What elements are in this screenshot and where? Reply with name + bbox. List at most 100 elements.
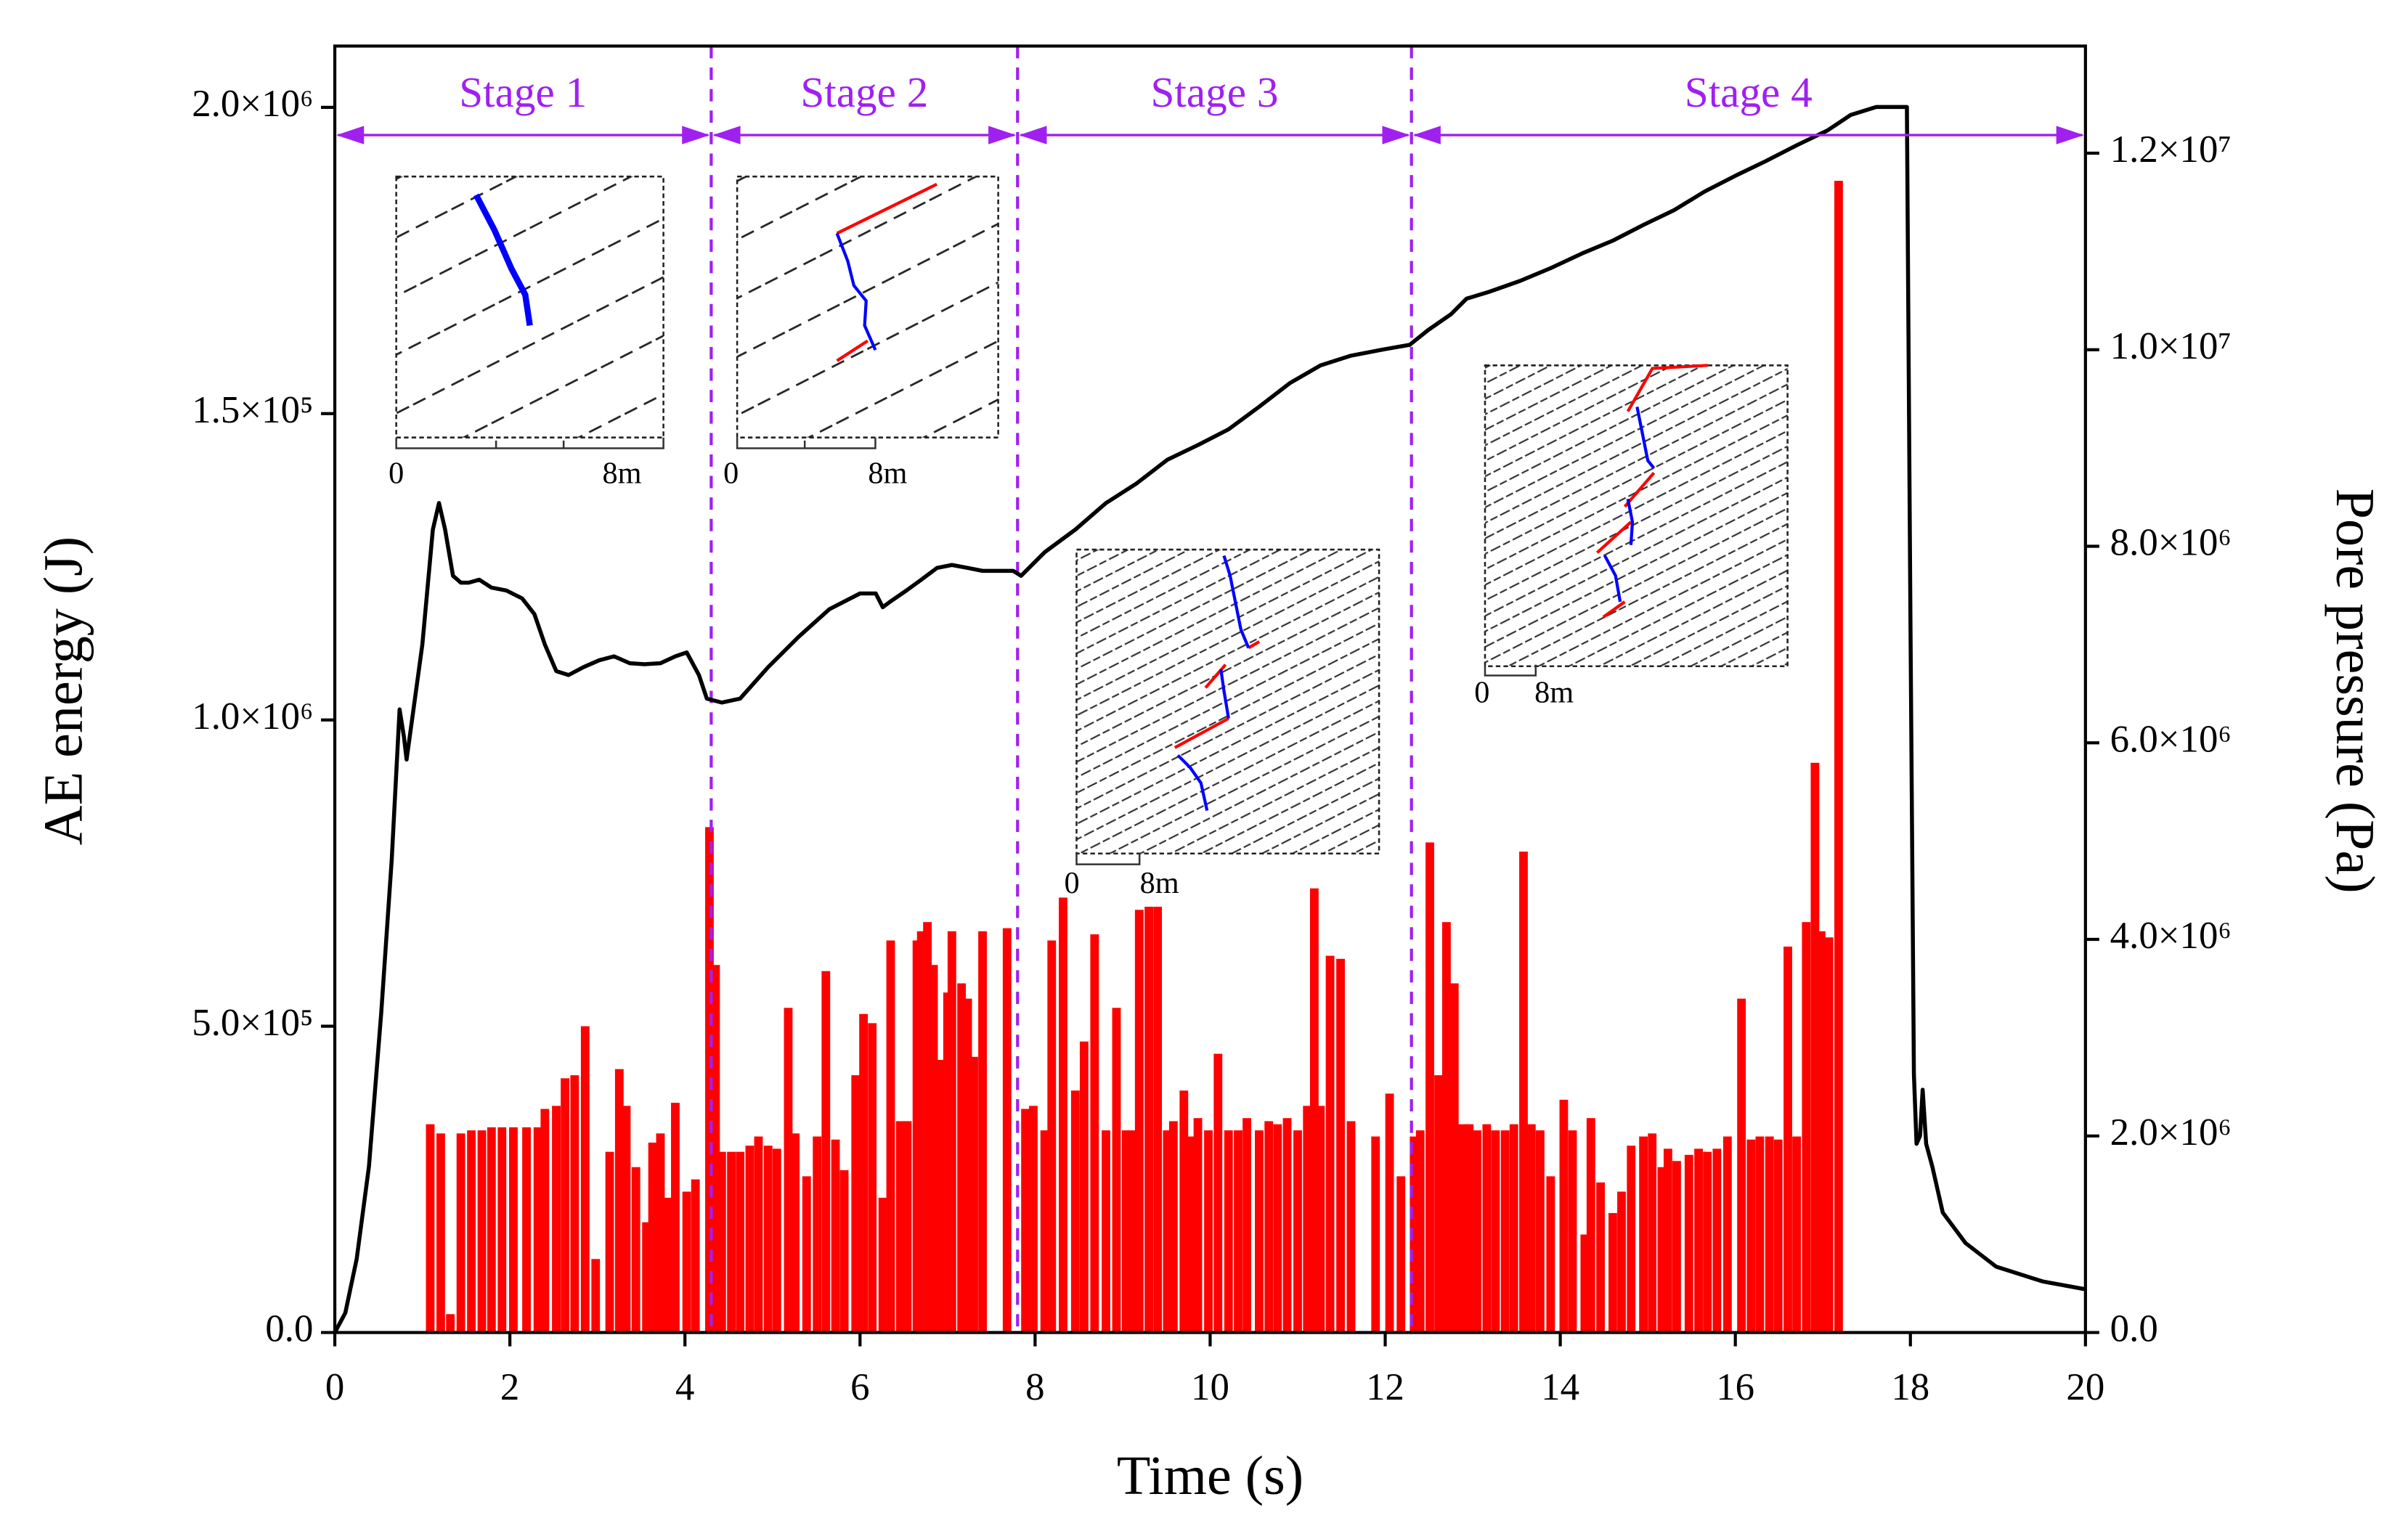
- y-tick-label: 2.0×10⁶: [192, 83, 313, 125]
- line: [333, 105, 2086, 1334]
- bar: [1627, 1146, 1636, 1333]
- bar: [912, 940, 922, 1333]
- bar: [477, 1130, 487, 1333]
- bar: [605, 1151, 614, 1333]
- y-tick-label: 0.0: [265, 1308, 313, 1350]
- bar: [705, 827, 714, 1333]
- scale-bar: [395, 437, 664, 449]
- bar: [1457, 1124, 1467, 1333]
- bar: [1473, 1130, 1482, 1333]
- bar: [1639, 1136, 1648, 1333]
- crack-red: [1204, 664, 1227, 689]
- bar: [1385, 1093, 1394, 1333]
- inset-hatch: [736, 175, 999, 438]
- bar: [1810, 762, 1820, 1333]
- bar: [947, 931, 956, 1333]
- bar: [1773, 1139, 1783, 1333]
- bar: [1346, 1121, 1356, 1333]
- crack-blue: [1626, 498, 1635, 545]
- x-tick-label: 12: [1366, 1366, 1404, 1408]
- bar: [446, 1314, 455, 1333]
- crack-blue: [1603, 555, 1622, 603]
- crack-blue: [1635, 406, 1656, 470]
- bar: [580, 1026, 590, 1333]
- bar: [1021, 1109, 1030, 1333]
- y2-tick-label: 8.0×10⁶: [2110, 522, 2232, 564]
- bar: [937, 1060, 946, 1333]
- x-axis-title: Time (s): [1117, 1445, 1303, 1506]
- bar: [957, 983, 967, 1333]
- bar: [1168, 1121, 1178, 1333]
- bar: [1234, 1130, 1242, 1333]
- scale-start: 0: [1474, 676, 1489, 710]
- bar: [839, 1169, 849, 1333]
- bar: [1213, 1053, 1223, 1333]
- bar: [784, 1008, 793, 1333]
- stage-label: Stage 1: [459, 68, 587, 116]
- bar: [895, 1121, 905, 1333]
- stage-label: Stage 3: [1151, 68, 1279, 116]
- bar: [1282, 1118, 1292, 1333]
- bar: [1255, 1130, 1264, 1333]
- inset-hatch: [1075, 548, 1380, 855]
- bar: [1204, 1130, 1213, 1333]
- scale-end: 8m: [603, 456, 642, 490]
- bar: [1144, 907, 1154, 1333]
- bar: [1325, 955, 1335, 1333]
- scale-end: 8m: [1140, 866, 1179, 900]
- scale-bar: [736, 437, 876, 449]
- bar: [1273, 1124, 1282, 1333]
- bar: [1410, 1136, 1419, 1333]
- bar: [745, 1146, 754, 1333]
- bar: [1802, 922, 1811, 1333]
- crack-blue: [1222, 555, 1250, 649]
- bar: [1224, 1130, 1233, 1333]
- inset-hatch: [1484, 364, 1789, 668]
- stage-label: Stage 2: [800, 68, 928, 116]
- bar: [1648, 1133, 1657, 1333]
- bar: [614, 1069, 624, 1333]
- bar: [552, 1106, 561, 1333]
- bar: [1482, 1124, 1492, 1333]
- y2-tick-label: 0.0: [2110, 1308, 2158, 1350]
- y2-tick-label: 2.0×10⁶: [2110, 1111, 2232, 1154]
- bar: [1657, 1167, 1667, 1333]
- bar: [802, 1176, 811, 1333]
- bar: [1434, 1075, 1443, 1333]
- bar: [1519, 852, 1528, 1333]
- bar: [727, 1151, 736, 1333]
- x-tick-label: 14: [1541, 1366, 1579, 1408]
- x-tick-label: 20: [2066, 1366, 2104, 1408]
- bar: [1816, 931, 1826, 1333]
- bar: [717, 1151, 726, 1333]
- bar: [1029, 1106, 1038, 1333]
- bar: [1617, 1191, 1626, 1333]
- y-axis-title: AE energy (J): [33, 536, 94, 846]
- bar: [1047, 940, 1057, 1333]
- bar: [772, 1148, 781, 1333]
- bar: [436, 1133, 445, 1333]
- bar: [540, 1109, 550, 1333]
- scale-end: 8m: [868, 456, 907, 490]
- bar: [1264, 1121, 1274, 1333]
- bar: [1824, 937, 1834, 1333]
- bar: [1163, 1130, 1172, 1333]
- scale-start: 0: [1065, 866, 1080, 900]
- bar: [682, 1191, 691, 1333]
- bar: [1128, 1130, 1137, 1333]
- bar: [878, 1197, 887, 1333]
- bar: [509, 1127, 518, 1333]
- bar: [1309, 888, 1319, 1333]
- bar: [533, 1127, 542, 1333]
- bar: [1568, 1130, 1577, 1333]
- x-tick-label: 4: [675, 1366, 694, 1408]
- bar: [1102, 1130, 1110, 1333]
- bar: [522, 1127, 531, 1333]
- bar: [497, 1127, 507, 1333]
- y-tick-label: 5.0×10⁵: [192, 1002, 313, 1044]
- bar: [1737, 998, 1746, 1333]
- bar: [1303, 1106, 1312, 1333]
- bar: [859, 1013, 869, 1333]
- crack-red: [1626, 364, 1708, 412]
- bar: [821, 971, 831, 1333]
